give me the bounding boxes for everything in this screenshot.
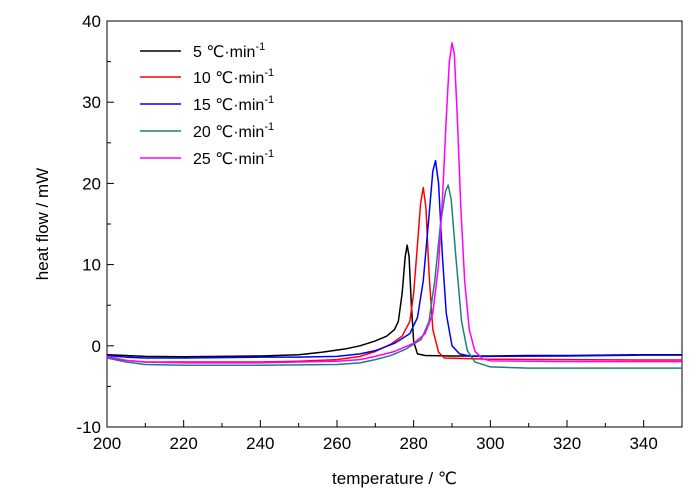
tick-labels: 200 220 240 260 280 300 320 340 -10 0 10 20 30 40 [76, 12, 657, 453]
y-tick-label: -10 [76, 418, 101, 437]
y-axis-title: heat flow / mW [33, 168, 52, 280]
legend-label: 25 ℃·min-1 [193, 148, 274, 168]
legend: 5 ℃·min-1 10 ℃·min-1 15 ℃·min-1 20 ℃·min… [140, 41, 274, 168]
series-line-2 [106, 159, 682, 359]
x-tick-label: 240 [246, 434, 274, 453]
y-tick-label: 10 [82, 256, 101, 275]
series-line-3 [106, 184, 682, 369]
legend-entry: 15 ℃·min-1 [140, 94, 274, 114]
legend-label: 15 ℃·min-1 [193, 94, 274, 114]
x-tick-label: 220 [169, 434, 197, 453]
y-tick-label: 20 [82, 174, 101, 193]
legend-entry: 10 ℃·min-1 [140, 67, 274, 87]
x-tick-label: 320 [553, 434, 581, 453]
series-line-1 [106, 186, 682, 363]
legend-entry: 20 ℃·min-1 [140, 121, 274, 141]
legend-label: 5 ℃·min-1 [193, 41, 265, 61]
x-axis-title: temperature / ℃ [332, 469, 457, 488]
series-line-0 [106, 244, 682, 358]
x-tick-label: 300 [476, 434, 504, 453]
y-tick-label: 40 [82, 12, 101, 31]
legend-label: 20 ℃·min-1 [193, 121, 274, 141]
y-tick-label: 0 [92, 337, 101, 356]
legend-entry: 5 ℃·min-1 [140, 41, 265, 61]
series-line-4 [106, 42, 682, 364]
series-lines [106, 42, 682, 369]
x-tick-label: 340 [629, 434, 657, 453]
x-tick-label: 260 [323, 434, 351, 453]
legend-entry: 25 ℃·min-1 [140, 148, 274, 168]
legend-label: 10 ℃·min-1 [193, 67, 274, 87]
tick-marks [106, 20, 683, 428]
y-tick-label: 30 [82, 93, 101, 112]
x-tick-label: 200 [93, 434, 121, 453]
x-tick-label: 280 [399, 434, 427, 453]
